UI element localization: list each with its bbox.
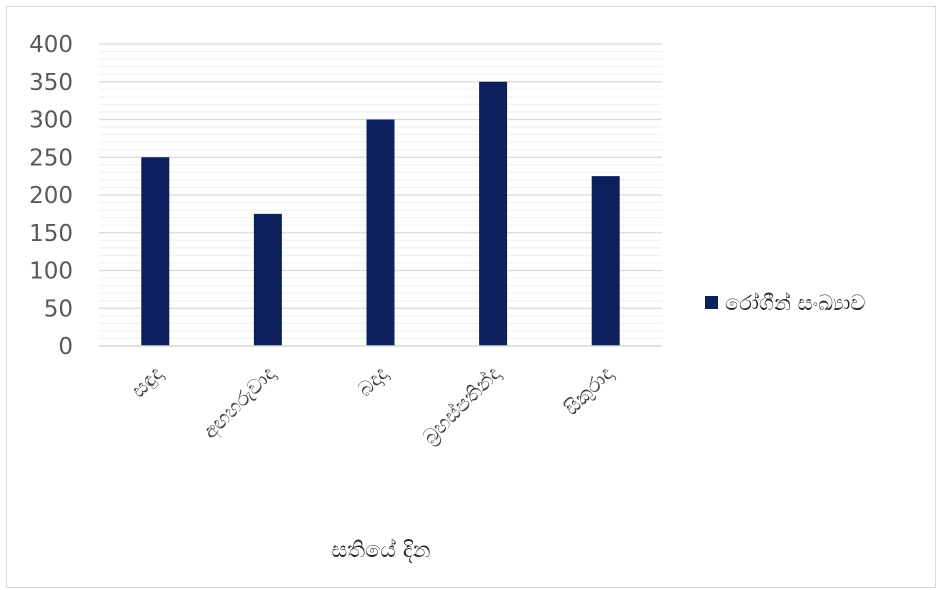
bar: [253, 213, 282, 346]
x-tick-label: අඟහරුවාදා: [198, 361, 280, 443]
y-tick-label: 150: [29, 221, 73, 247]
bar: [479, 81, 508, 346]
x-axis-ticks: සඳුදා අඟහරුවාදා බදාදා බ්‍රහස්පතින්දා සිකුරාද…: [126, 361, 617, 449]
bars: [141, 81, 620, 346]
x-tick-label: සඳුදා: [126, 361, 167, 402]
x-tick-label: බ්‍රහස්පතින්දා: [417, 361, 505, 449]
y-tick-label: 250: [29, 145, 73, 171]
x-tick-label: සිකුරාදා: [559, 361, 617, 419]
legend-label: රෝගීන් සංඛ්‍යාව: [725, 291, 866, 315]
legend: රෝගීන් සංඛ්‍යාව: [705, 291, 866, 315]
y-tick-label: 400: [29, 32, 73, 58]
y-tick-label: 300: [29, 108, 73, 134]
y-tick-label: 50: [44, 296, 73, 322]
bar: [141, 157, 170, 346]
legend-swatch: [705, 296, 718, 309]
y-axis-ticks: 0 50 100 150 200 250 300 350 400: [29, 32, 73, 360]
y-tick-label: 200: [29, 183, 73, 209]
bar-chart: 0 50 100 150 200 250 300 350 400 සඳුදා අඟහරුවාදා බ…: [29, 32, 866, 563]
y-tick-label: 0: [58, 334, 73, 360]
bar: [366, 119, 395, 346]
chart-frame: 0 50 100 150 200 250 300 350 400 සඳුදා අඟහරුවාදා බ…: [6, 6, 936, 588]
x-tick-label: බදාදා: [352, 361, 392, 401]
y-tick-label: 350: [29, 70, 73, 96]
x-axis-title: සතියේ දින: [331, 538, 430, 563]
y-tick-label: 100: [29, 259, 73, 285]
bar: [591, 176, 620, 346]
